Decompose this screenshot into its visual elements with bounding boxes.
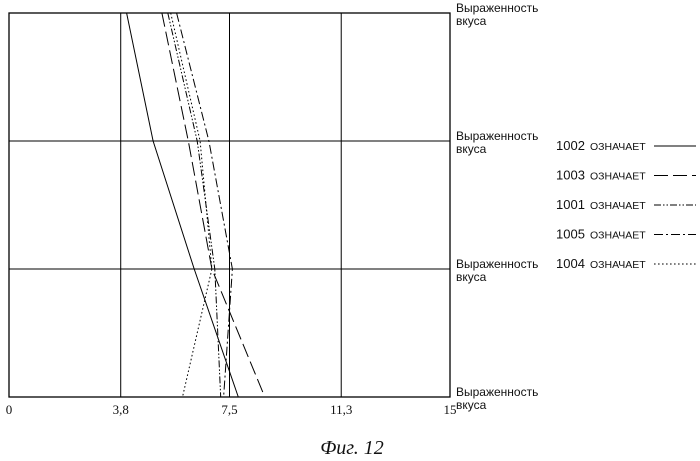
x-tick-label: 3,8	[113, 402, 129, 417]
row-label: Выраженность	[456, 385, 538, 399]
x-tick-label: 0	[6, 402, 13, 417]
series-lines	[127, 13, 265, 397]
legend-series-label: ОЗНАЧАЕТ	[590, 230, 646, 242]
row-label: вкуса	[456, 142, 487, 156]
x-tick-label: 11,3	[330, 402, 352, 417]
legend-series-id: 1002	[556, 138, 585, 153]
figure-caption: Фиг. 12	[320, 437, 384, 459]
legend: 1002ОЗНАЧАЕТ1003ОЗНАЧАЕТ1001ОЗНАЧАЕТ1005…	[556, 138, 696, 271]
legend-series-label: ОЗНАЧАЕТ	[590, 200, 646, 212]
legend-entry-1002: 1002 ОЗНАЧАЕТ	[556, 138, 696, 153]
series-line-1002	[127, 13, 239, 397]
legend-series-label: ОЗНАЧАЕТ	[590, 141, 646, 153]
series-line-1001	[168, 13, 221, 397]
series-line-1003	[162, 13, 265, 397]
legend-series-id: 1001	[556, 197, 585, 212]
legend-series-label: ОЗНАЧАЕТ	[590, 259, 646, 271]
x-tick-label: 7,5	[221, 402, 237, 417]
row-label: вкуса	[456, 14, 487, 28]
chart-grid	[9, 13, 450, 397]
row-label: вкуса	[456, 270, 487, 284]
row-label: Выраженность	[456, 257, 538, 271]
row-labels: ВыраженностьвкусаВыраженностьвкусаВыраже…	[456, 1, 538, 412]
legend-series-id: 1004	[556, 256, 585, 271]
row-label: Выраженность	[456, 1, 538, 15]
legend-entry-1005: 1005 ОЗНАЧАЕТ	[556, 227, 696, 242]
legend-entry-1001: 1001 ОЗНАЧАЕТ	[556, 197, 696, 212]
legend-entry-1003: 1003 ОЗНАЧАЕТ	[556, 168, 696, 183]
x-tick-label: 15	[444, 402, 457, 417]
legend-entry-1004: 1004 ОЗНАЧАЕТ	[556, 256, 696, 271]
legend-series-label: ОЗНАЧАЕТ	[590, 171, 646, 183]
x-axis-ticks: 0 3,8 7,5 11,3 15	[6, 402, 457, 417]
legend-series-id: 1005	[556, 227, 585, 242]
legend-series-id: 1003	[556, 168, 585, 183]
row-label: вкуса	[456, 398, 487, 412]
series-line-1005	[177, 13, 233, 397]
row-label: Выраженность	[456, 129, 538, 143]
